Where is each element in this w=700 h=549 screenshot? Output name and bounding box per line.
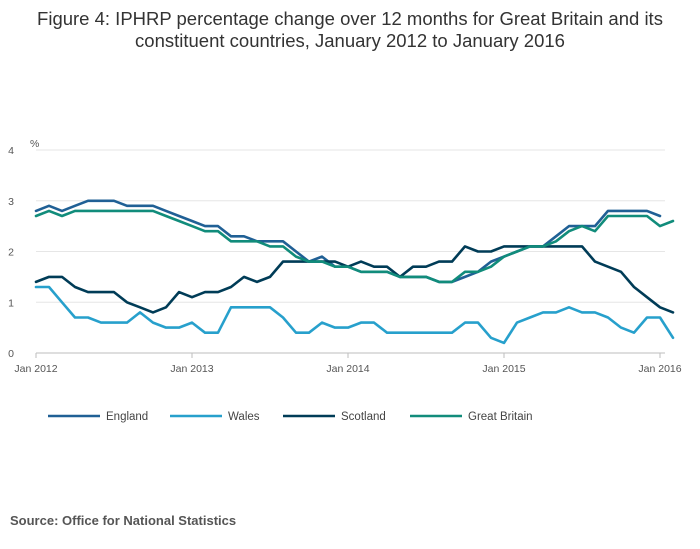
series-line-england — [34, 199, 662, 284]
chart-title: Figure 4: IPHRP percentage change over 1… — [0, 8, 700, 52]
series-line-wales — [34, 285, 675, 345]
legend-label-great-britain: Great Britain — [468, 411, 533, 423]
y-tick-label: 1 — [8, 297, 14, 309]
x-axis: Jan 2012 Jan 2013 Jan 2014 Jan 2015 Jan 2016 — [14, 353, 682, 375]
y-tick-label: 2 — [8, 247, 14, 259]
y-tick-label: 3 — [8, 196, 14, 208]
y-axis-unit-label: % — [30, 138, 39, 150]
x-tick-label: Jan 2012 — [14, 363, 57, 375]
legend: England Wales Scotland Great Britain — [48, 411, 533, 423]
legend-label-wales: Wales — [228, 411, 260, 423]
chart-title-line-1: Figure 4: IPHRP percentage change over 1… — [37, 8, 663, 29]
y-axis-ticks: 0 1 2 3 4 — [8, 145, 14, 360]
x-tick-label: Jan 2013 — [170, 363, 213, 375]
x-tick-label: Jan 2014 — [326, 363, 369, 375]
x-tick-label: Jan 2015 — [482, 363, 525, 375]
x-tick-label: Jan 2016 — [638, 363, 681, 375]
gridlines — [36, 149, 665, 354]
legend-label-england: England — [106, 411, 148, 423]
source-note: Source: Office for National Statistics — [10, 513, 237, 528]
y-tick-label: 0 — [8, 348, 14, 360]
chart-title-line-2: constituent countries, January 2012 to J… — [135, 30, 565, 51]
y-tick-label: 4 — [8, 145, 14, 157]
series-line-great-britain — [34, 209, 675, 284]
legend-label-scotland: Scotland — [341, 411, 386, 423]
series-line-scotland — [34, 245, 675, 314]
series-lines — [34, 199, 675, 345]
